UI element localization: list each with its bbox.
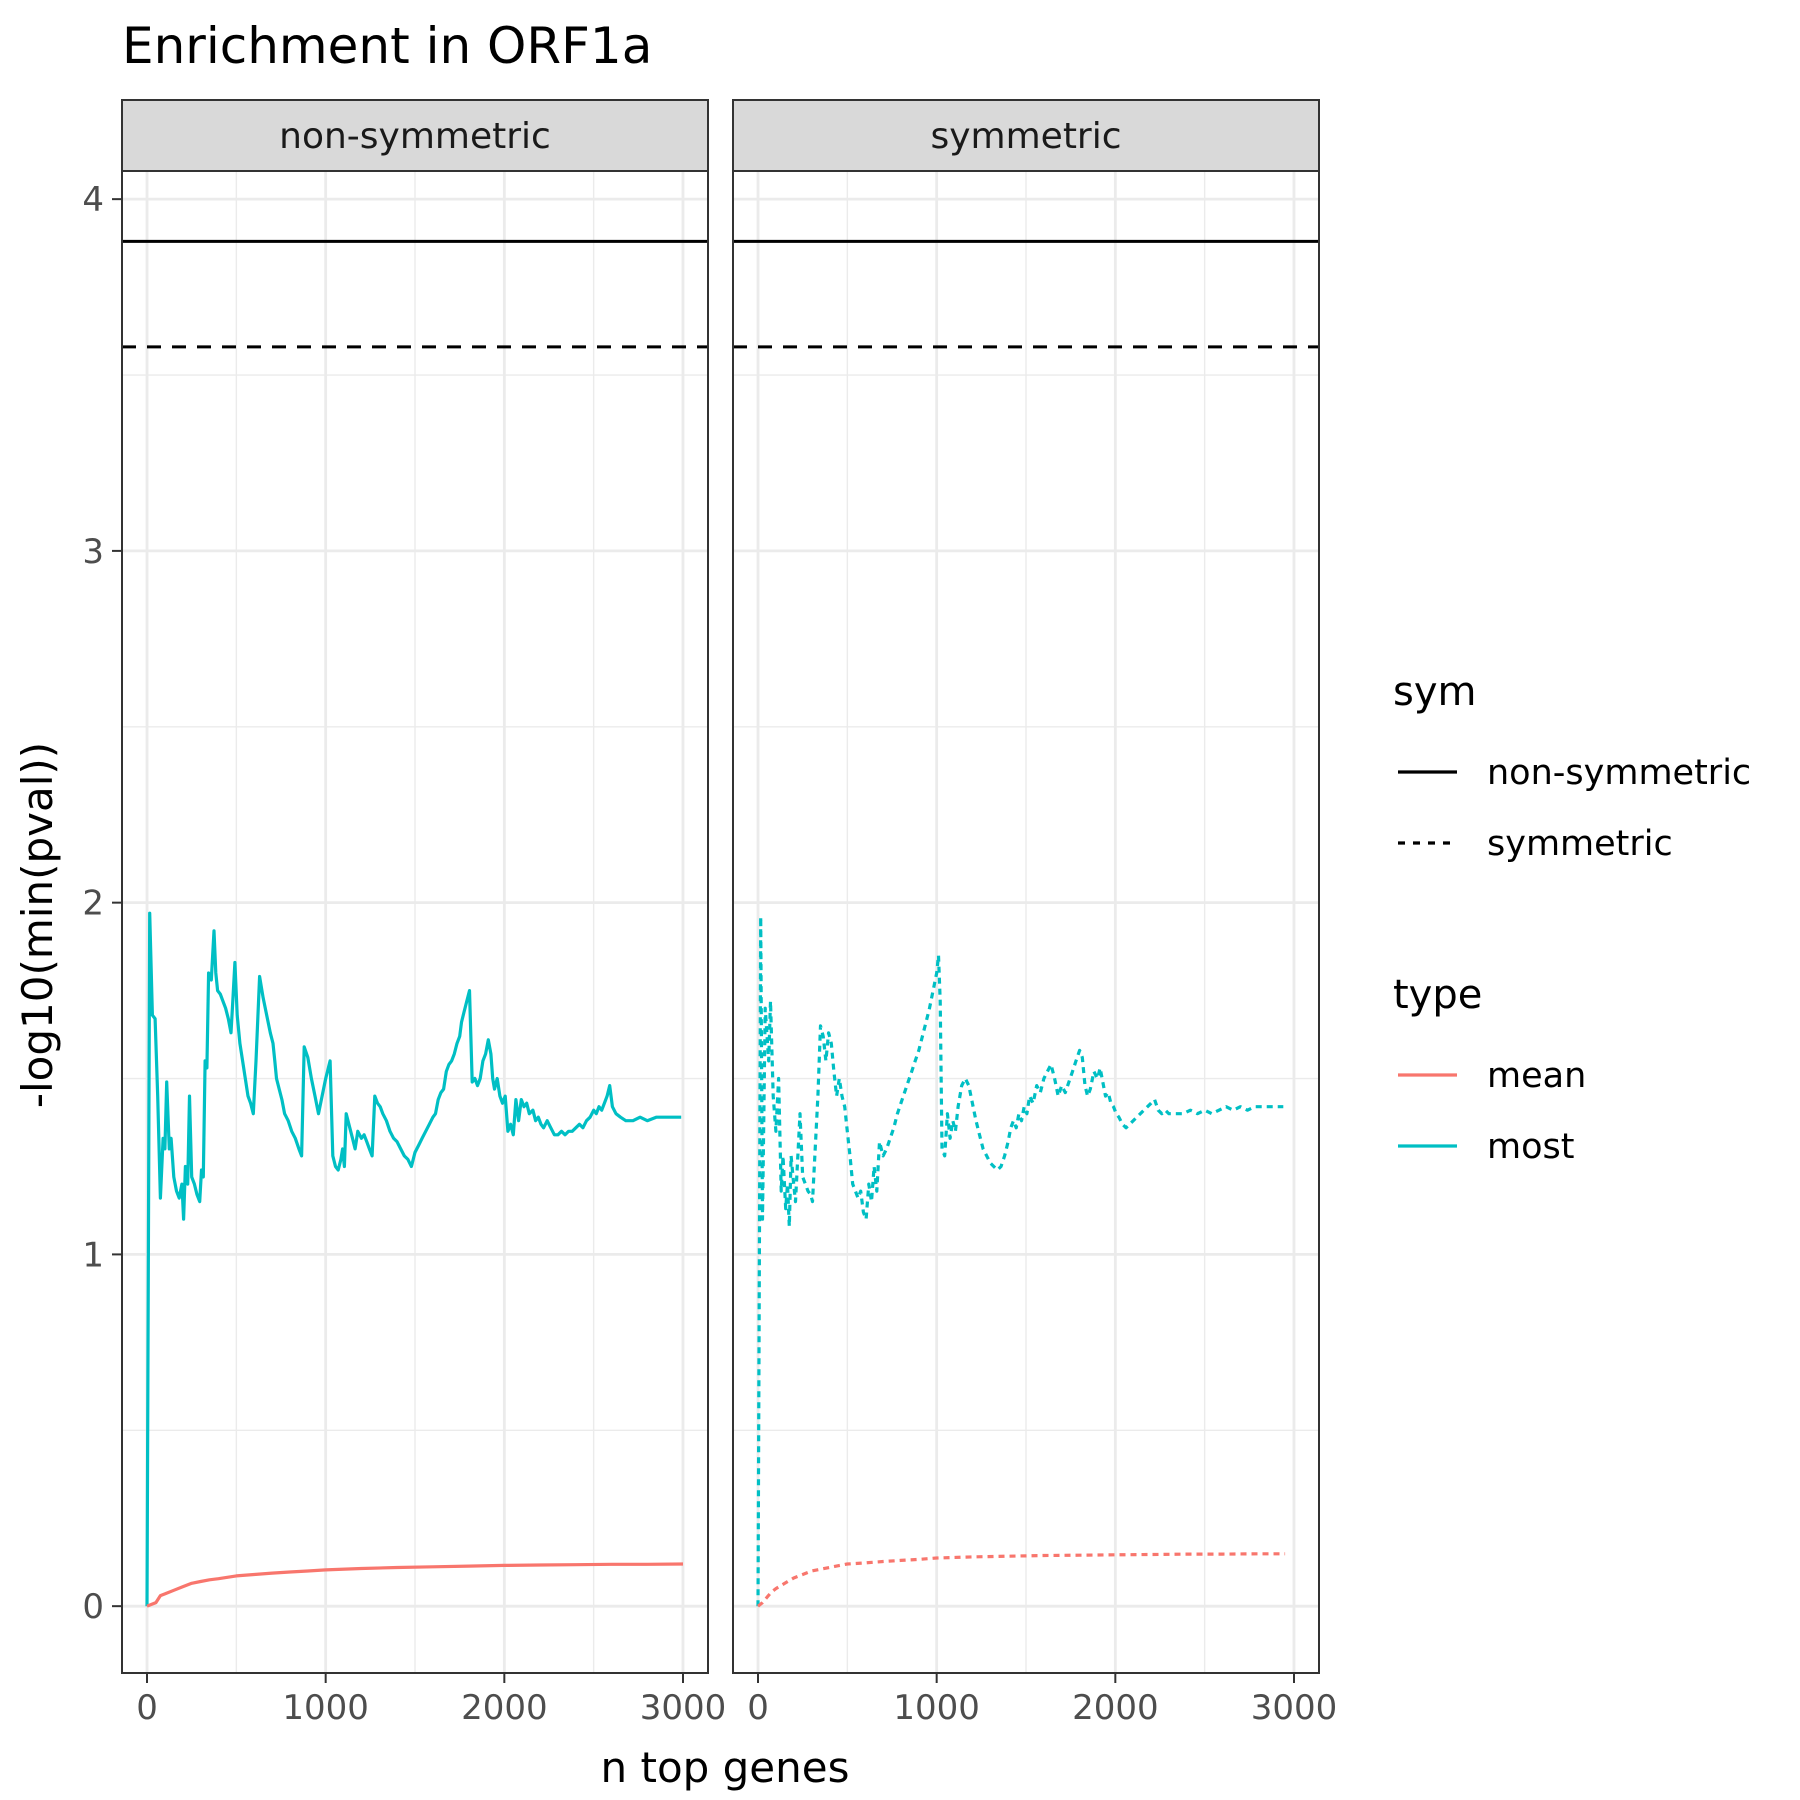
- legend-title: sym: [1393, 669, 1476, 715]
- y-tick-label: 1: [82, 1235, 104, 1275]
- strip-background: [732, 99, 1320, 172]
- x-tick-label: 3000: [640, 1688, 727, 1728]
- x-tick-label: 3000: [1251, 1688, 1338, 1728]
- gridlines: [733, 171, 1319, 1673]
- y-axis-title: -log10(min(pval)): [13, 742, 62, 1108]
- chart-title: Enrichment in ORF1a: [122, 17, 652, 75]
- y-tick-label: 0: [82, 1587, 104, 1627]
- series-line-most: [145, 911, 682, 1607]
- x-axis-title: n top genes: [601, 1743, 850, 1792]
- y-tick-label: 3: [82, 532, 104, 572]
- strip-label: symmetric: [930, 116, 1121, 157]
- legend-label: mean: [1487, 1056, 1586, 1096]
- series-line-mean: [757, 1552, 1286, 1608]
- legend-title: type: [1393, 972, 1482, 1018]
- panel-non-symmetric: non-symmetric 0 1000 2000 3000 0 1 2 3 4: [82, 99, 727, 1728]
- x-tick-label: 0: [747, 1688, 769, 1728]
- gridlines: [122, 171, 708, 1673]
- legend-label: symmetric: [1487, 824, 1673, 864]
- x-tick-label: 2000: [461, 1688, 548, 1728]
- legend-label: non-symmetric: [1487, 753, 1751, 793]
- panel-symmetric: symmetric 0 1000 2000 3000: [732, 99, 1338, 1728]
- x-tick-label: 1000: [893, 1688, 980, 1728]
- panel-border: [732, 170, 1320, 1674]
- x-tick-label: 1000: [282, 1688, 369, 1728]
- legend-group-sym: sym non-symmetric symmetric: [1393, 669, 1751, 864]
- x-tick-label: 0: [136, 1688, 158, 1728]
- strip-background: [121, 99, 709, 172]
- series-line-most: [756, 915, 1284, 1607]
- series-line-mean: [146, 1562, 684, 1608]
- y-tick-label: 2: [82, 884, 104, 924]
- facet-panels: non-symmetric 0 1000 2000 3000 0 1 2 3 4 symmetric…: [82, 99, 1338, 1728]
- y-tick-label: 4: [82, 180, 104, 220]
- x-tick-label: 2000: [1072, 1688, 1159, 1728]
- legend-label: most: [1487, 1127, 1574, 1167]
- panel-border: [121, 170, 709, 1674]
- strip-label: non-symmetric: [279, 116, 551, 157]
